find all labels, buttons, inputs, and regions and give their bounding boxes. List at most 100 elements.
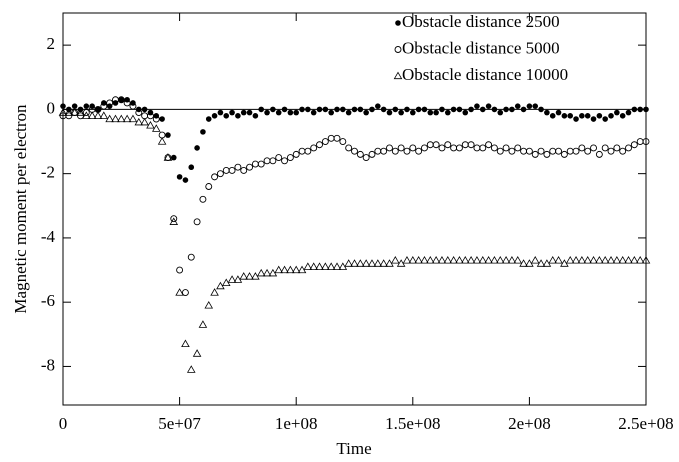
data-point [438,144,446,152]
data-point [333,134,341,142]
data-point [565,256,575,264]
data-point [262,268,272,277]
data-point [538,106,544,113]
data-point [211,173,219,181]
data-point [65,112,73,120]
data-point [298,147,306,155]
data-point [351,147,358,155]
data-point [595,256,604,264]
data-point [363,109,369,116]
data-point [455,144,463,152]
data-point [193,218,201,226]
data-point [198,320,208,328]
data-point [426,141,434,149]
data-point [316,106,323,113]
data-point [170,154,177,161]
data-point [274,265,283,274]
data-point [379,259,388,267]
data-point [415,147,423,155]
data-point [188,164,195,171]
data-point [100,102,108,110]
data-point [205,183,213,190]
data-point [421,144,428,152]
data-point [368,150,376,158]
data-point [520,147,528,155]
data-point [357,106,364,113]
data-point [222,166,230,174]
data-point [380,147,388,155]
data-point [70,108,79,116]
data-point [211,113,218,119]
data-point [303,262,313,270]
data-point [239,272,249,280]
data-point [608,113,614,119]
data-point [507,256,517,264]
data-point [573,116,579,122]
data-point [555,147,562,155]
data-point [531,150,539,158]
data-point [503,106,509,113]
data-point [146,112,154,120]
data-point [490,144,498,152]
data-point [560,150,568,158]
data-point [356,150,364,158]
x-tick-label: 1e+08 [275,414,318,433]
y-tick-label: -4 [41,227,56,246]
data-point [82,109,90,117]
data-point [350,259,359,267]
data-point [427,109,434,116]
data-point [410,109,416,116]
data-point [345,144,353,152]
data-point [519,259,528,267]
data-point [181,339,190,348]
data-point [433,109,439,116]
data-point [554,256,563,264]
data-point [305,106,311,113]
data-point [227,275,237,283]
data-point [589,256,598,264]
data-point [194,145,200,151]
data-point [572,147,580,155]
data-point [432,141,440,149]
data-point [345,109,352,116]
data-point [240,109,247,116]
data-point [322,106,329,113]
data-point [578,144,586,152]
data-point [537,147,545,155]
data-point [151,124,161,132]
data-point [129,102,137,110]
data-point [77,112,84,120]
data-point [431,256,441,264]
data-point [614,109,620,116]
data-point [495,256,505,264]
data-point [468,106,474,113]
data-point [122,114,132,123]
data-point [625,109,632,116]
data-point [391,147,399,155]
data-point [159,116,165,122]
data-point [439,106,445,113]
data-point [76,108,85,116]
data-point [281,157,288,165]
data-point [64,108,74,116]
data-point [526,103,533,109]
data-point [264,109,270,116]
data-point [182,177,189,183]
data-point [485,103,492,109]
data-point [246,109,253,116]
data-point [601,144,609,152]
data-point [397,144,405,152]
data-point [245,272,254,280]
data-point [479,144,487,152]
legend-marker [395,20,401,26]
data-point [544,109,550,116]
data-point [270,106,276,113]
data-point [421,106,428,113]
data-point [444,141,452,149]
data-point [287,109,294,116]
data-point [252,113,259,119]
data-point [373,259,383,267]
data-point [369,106,375,113]
data-point [128,114,138,123]
